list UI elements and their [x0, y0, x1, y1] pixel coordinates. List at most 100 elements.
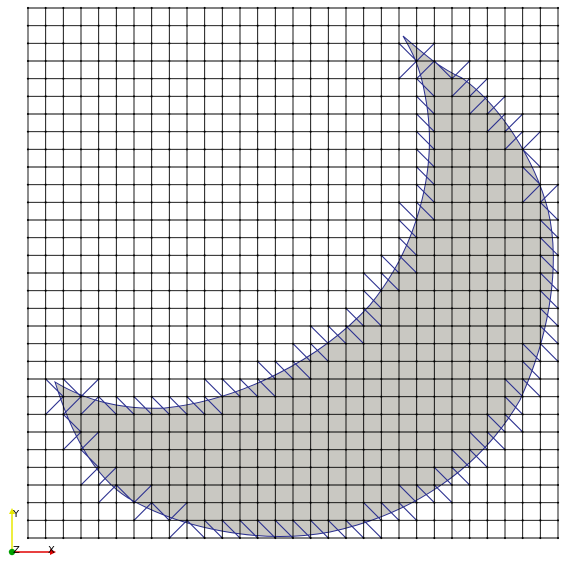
- grid-node: [79, 95, 83, 98]
- grid-node: [115, 95, 118, 98]
- grid-node: [327, 448, 330, 451]
- grid-node: [327, 165, 330, 169]
- grid-node: [221, 536, 224, 540]
- grid-node: [291, 218, 295, 222]
- grid-node: [132, 307, 136, 310]
- grid-node: [539, 466, 542, 469]
- grid-node: [26, 183, 30, 186]
- grid-node: [433, 448, 436, 451]
- cut-cell-diagonal: [380, 254, 400, 274]
- grid-node: [150, 165, 153, 169]
- cut-cell-diagonal: [274, 519, 294, 539]
- grid-node: [362, 201, 365, 204]
- cut-cell-diagonal: [486, 431, 506, 451]
- grid-node: [380, 148, 383, 151]
- grid-node: [450, 536, 454, 540]
- grid-node: [62, 307, 65, 310]
- grid-node: [238, 218, 242, 222]
- z-axis-label: Z: [13, 545, 20, 556]
- grid-node: [44, 112, 47, 116]
- grid-node: [503, 342, 507, 345]
- grid-node: [380, 112, 383, 116]
- grid-node: [168, 483, 171, 487]
- grid-node: [79, 501, 83, 504]
- grid-node: [115, 130, 118, 133]
- background-grid: [26, 6, 560, 540]
- grid-node: [97, 77, 100, 80]
- grid-node: [309, 95, 312, 98]
- grid-node: [150, 148, 153, 151]
- grid-node: [327, 536, 330, 540]
- grid-node: [433, 254, 436, 257]
- grid-node: [450, 413, 454, 416]
- grid-node: [521, 395, 524, 398]
- cut-cell-diagonal: [539, 237, 559, 256]
- grid-node: [415, 360, 418, 363]
- grid-node: [97, 448, 100, 451]
- grid-node: [256, 42, 259, 45]
- grid-node: [274, 466, 277, 469]
- grid-node: [415, 466, 418, 469]
- grid-node: [450, 165, 454, 169]
- grid-node: [203, 6, 206, 10]
- grid-node: [415, 148, 418, 151]
- grid-node: [221, 466, 224, 469]
- cut-cell-diagonal: [221, 519, 241, 539]
- grid-node: [327, 42, 330, 45]
- cut-cell-diagonal: [204, 519, 223, 539]
- grid-node: [327, 24, 330, 27]
- grid-node: [397, 466, 401, 469]
- grid-node: [62, 342, 65, 345]
- grid-node: [168, 95, 171, 98]
- grid-node: [503, 448, 507, 451]
- grid-node: [486, 218, 489, 222]
- grid-node: [97, 24, 100, 27]
- grid-node: [327, 307, 330, 310]
- grid-node: [168, 59, 171, 63]
- grid-node: [433, 324, 436, 328]
- grid-node: [309, 395, 312, 398]
- grid-node: [221, 395, 224, 398]
- grid-node: [221, 95, 224, 98]
- cut-cell-diagonal: [539, 254, 559, 274]
- grid-node: [309, 24, 312, 27]
- grid-node: [62, 271, 65, 275]
- grid-node: [362, 42, 365, 45]
- grid-node: [344, 413, 348, 416]
- cut-cell-diagonal: [486, 413, 506, 433]
- grid-node: [132, 95, 136, 98]
- grid-node: [150, 466, 153, 469]
- grid-node: [433, 307, 436, 310]
- grid-node: [150, 324, 153, 328]
- grid-node: [79, 289, 83, 292]
- cut-cell-diagonal: [486, 113, 506, 133]
- grid-node: [362, 77, 365, 80]
- grid-node: [344, 130, 348, 133]
- grid-node: [168, 466, 171, 469]
- grid-node: [185, 24, 189, 27]
- grid-node: [203, 59, 206, 63]
- grid-node: [62, 130, 65, 133]
- grid-node: [397, 218, 401, 222]
- grid-node: [168, 448, 171, 451]
- grid-node: [433, 377, 436, 381]
- grid-node: [274, 519, 277, 522]
- grid-node: [168, 42, 171, 45]
- grid-node: [44, 395, 47, 398]
- cut-cell-diagonal: [257, 519, 276, 539]
- grid-node: [309, 112, 312, 116]
- grid-node: [185, 6, 189, 10]
- grid-node: [221, 342, 224, 345]
- grid-node: [539, 395, 542, 398]
- cut-cell-diagonal: [451, 78, 471, 97]
- grid-node: [291, 448, 295, 451]
- grid-node: [274, 130, 277, 133]
- grid-node: [256, 413, 259, 416]
- cut-cell-diagonal: [416, 484, 435, 504]
- grid-node: [397, 165, 401, 169]
- grid-node: [380, 307, 383, 310]
- grid-node: [344, 289, 348, 292]
- grid-node: [79, 165, 83, 169]
